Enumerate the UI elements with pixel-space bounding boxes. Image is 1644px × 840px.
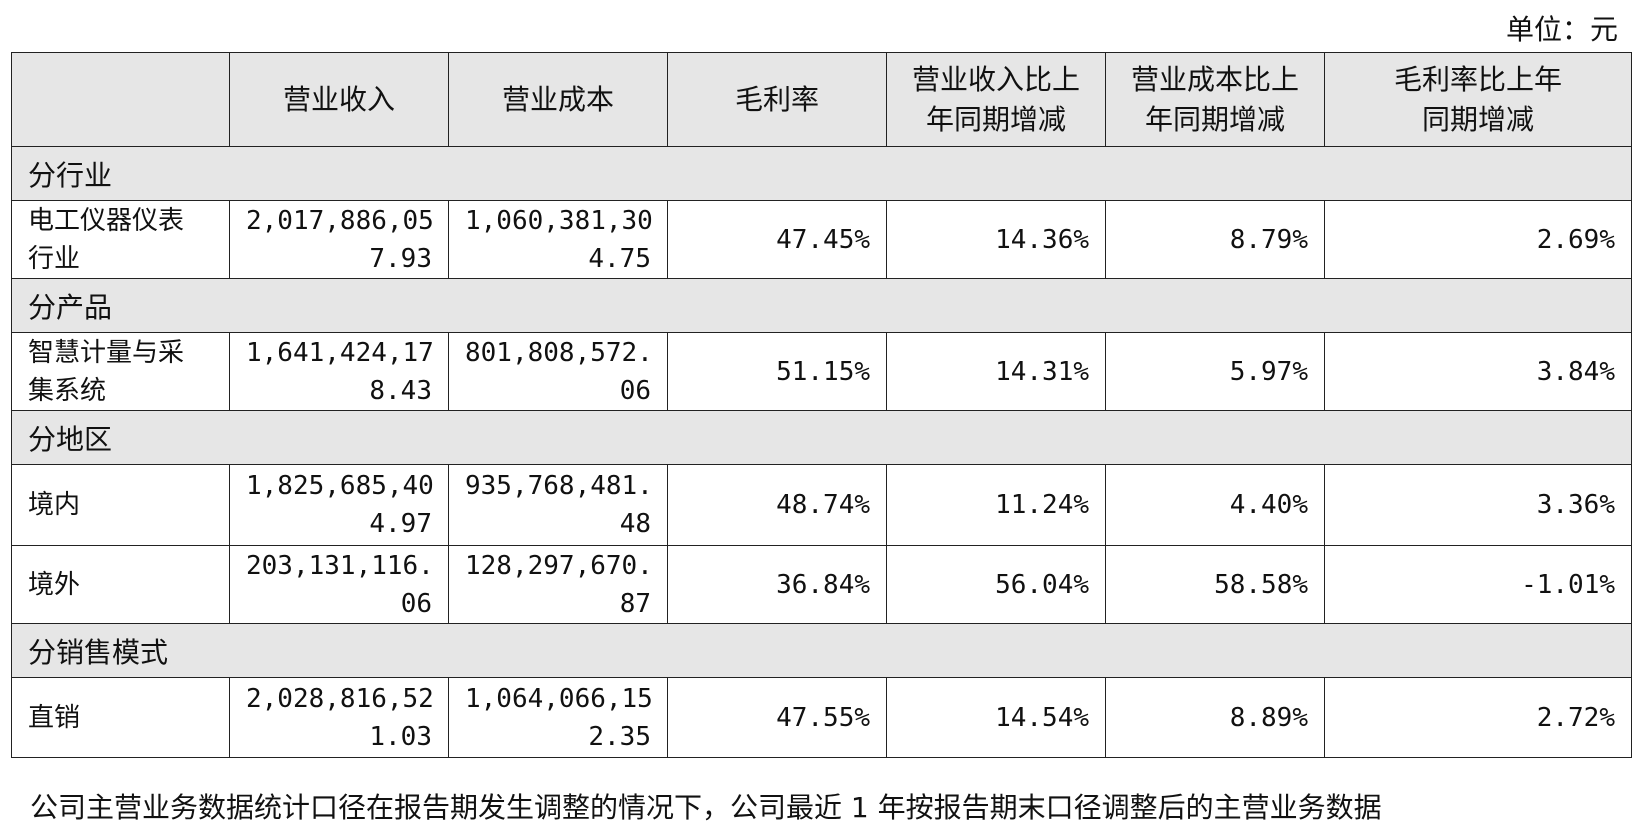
margin-change-cell: 3.36% bbox=[1324, 464, 1632, 546]
cost-line1: 935,768,481. bbox=[465, 471, 653, 501]
cost-cell: 1,060,381,30 4.75 bbox=[448, 200, 668, 279]
rev-change-cell: 56.04% bbox=[886, 545, 1106, 624]
cost-line1: 801,808,572. bbox=[465, 337, 653, 368]
rev-change-cell: 11.24% bbox=[886, 464, 1106, 546]
margin-change-cell: 3.84% bbox=[1324, 332, 1632, 411]
cost-line2: 48 bbox=[619, 509, 651, 539]
table-row: 境内 1,825,685,40 4.97 935,768,481. 48 48.… bbox=[11, 464, 1632, 546]
table-row: 直销 2,028,816,52 1.03 1,064,066,15 2.35 4… bbox=[11, 677, 1632, 758]
revenue-line2: 4.97 bbox=[369, 509, 432, 539]
cost-change-cell: 4.40% bbox=[1105, 464, 1325, 546]
revenue-line2: 8.43 bbox=[369, 375, 432, 406]
header-cost-change: 营业成本比上 年同期增减 bbox=[1105, 52, 1325, 147]
revenue-line1: 2,028,816,52 bbox=[246, 683, 434, 714]
revenue-cell: 2,017,886,05 7.93 bbox=[229, 200, 449, 279]
rev-change-cell: 14.54% bbox=[886, 677, 1106, 758]
header-margin-change-line1: 毛利率比上年 bbox=[1393, 62, 1562, 96]
header-rev-change-line1: 营业收入比上 bbox=[911, 62, 1080, 96]
cost-cell: 128,297,670. 87 bbox=[448, 545, 668, 624]
business-table: 营业收入 营业成本 毛利率 营业收入比上 年同期增减 营业成本比上 年同期增减 … bbox=[11, 52, 1632, 758]
cost-line2: 2.35 bbox=[588, 721, 651, 752]
cost-line1: 128,297,670. bbox=[465, 550, 653, 581]
cost-line1: 1,060,381,30 bbox=[465, 205, 653, 236]
cost-change-cell: 5.97% bbox=[1105, 332, 1325, 411]
revenue-line2: 06 bbox=[400, 588, 432, 619]
margin-change-cell: 2.72% bbox=[1324, 677, 1632, 758]
footnote: 公司主营业务数据统计口径在报告期发生调整的情况下，公司最近 1 年按报告期末口径… bbox=[30, 791, 1382, 824]
revenue-cell: 1,641,424,17 8.43 bbox=[229, 332, 449, 411]
revenue-cell: 1,825,685,40 4.97 bbox=[229, 464, 449, 546]
cost-cell: 935,768,481. 48 bbox=[448, 464, 668, 546]
row-name: 直销 bbox=[11, 677, 230, 758]
header-margin-change-line2: 同期增减 bbox=[1421, 102, 1534, 136]
row-name: 境内 bbox=[11, 464, 230, 546]
table-row: 智慧计量与采 集系统 1,641,424,17 8.43 801,808,572… bbox=[11, 332, 1632, 411]
margin-cell: 48.74% bbox=[667, 464, 887, 546]
section-row-region: 分地区 bbox=[11, 410, 1632, 465]
section-title: 分地区 bbox=[11, 410, 1632, 465]
revenue-line2: 1.03 bbox=[369, 721, 432, 752]
header-rev-change: 营业收入比上 年同期增减 bbox=[886, 52, 1106, 147]
cost-change-cell: 58.58% bbox=[1105, 545, 1325, 624]
margin-cell: 47.45% bbox=[667, 200, 887, 279]
header-revenue: 营业收入 bbox=[229, 52, 449, 147]
cost-cell: 801,808,572. 06 bbox=[448, 332, 668, 411]
row-name: 电工仪器仪表 行业 bbox=[11, 200, 230, 279]
header-margin: 毛利率 bbox=[667, 52, 887, 147]
row-name: 境外 bbox=[11, 545, 230, 624]
revenue-line1: 1,641,424,17 bbox=[246, 337, 434, 368]
row-name: 智慧计量与采 集系统 bbox=[11, 332, 230, 411]
cost-change-cell: 8.89% bbox=[1105, 677, 1325, 758]
row-name-line1: 电工仪器仪表 bbox=[28, 205, 185, 236]
cost-line2: 4.75 bbox=[588, 243, 651, 274]
rev-change-cell: 14.36% bbox=[886, 200, 1106, 279]
section-title: 分产品 bbox=[11, 278, 1632, 333]
unit-label: 单位：元 bbox=[1505, 13, 1618, 46]
table-row: 境外 203,131,116. 06 128,297,670. 87 36.84… bbox=[11, 545, 1632, 624]
margin-change-cell: 2.69% bbox=[1324, 200, 1632, 279]
cost-change-cell: 8.79% bbox=[1105, 200, 1325, 279]
revenue-line1: 203,131,116. bbox=[246, 550, 434, 581]
revenue-line2: 7.93 bbox=[369, 243, 432, 274]
row-name-line1: 智慧计量与采 bbox=[28, 337, 185, 368]
header-cost: 营业成本 bbox=[448, 52, 668, 147]
section-row-sales-mode: 分销售模式 bbox=[11, 623, 1632, 678]
row-name-line2: 行业 bbox=[28, 243, 81, 274]
header-row: 营业收入 营业成本 毛利率 营业收入比上 年同期增减 营业成本比上 年同期增减 … bbox=[11, 52, 1632, 147]
margin-cell: 51.15% bbox=[667, 332, 887, 411]
header-cost-change-line1: 营业成本比上 bbox=[1130, 62, 1299, 96]
header-blank bbox=[11, 52, 230, 147]
cost-line2: 87 bbox=[619, 588, 651, 619]
section-row-industry: 分行业 bbox=[11, 146, 1632, 201]
table-row: 电工仪器仪表 行业 2,017,886,05 7.93 1,060,381,30… bbox=[11, 200, 1632, 279]
revenue-cell: 2,028,816,52 1.03 bbox=[229, 677, 449, 758]
section-row-product: 分产品 bbox=[11, 278, 1632, 333]
margin-cell: 47.55% bbox=[667, 677, 887, 758]
header-margin-change: 毛利率比上年 同期增减 bbox=[1324, 52, 1632, 147]
margin-change-cell: -1.01% bbox=[1324, 545, 1632, 624]
section-title: 分销售模式 bbox=[11, 623, 1632, 678]
cost-line2: 06 bbox=[619, 375, 651, 406]
cost-line1: 1,064,066,15 bbox=[465, 683, 653, 714]
margin-cell: 36.84% bbox=[667, 545, 887, 624]
header-rev-change-line2: 年同期增减 bbox=[925, 102, 1066, 136]
header-cost-change-line2: 年同期增减 bbox=[1144, 102, 1285, 136]
row-name-line2: 集系统 bbox=[28, 375, 107, 406]
rev-change-cell: 14.31% bbox=[886, 332, 1106, 411]
section-title: 分行业 bbox=[11, 146, 1632, 201]
revenue-line1: 2,017,886,05 bbox=[246, 205, 434, 236]
revenue-line1: 1,825,685,40 bbox=[246, 471, 434, 501]
revenue-cell: 203,131,116. 06 bbox=[229, 545, 449, 624]
cost-cell: 1,064,066,15 2.35 bbox=[448, 677, 668, 758]
